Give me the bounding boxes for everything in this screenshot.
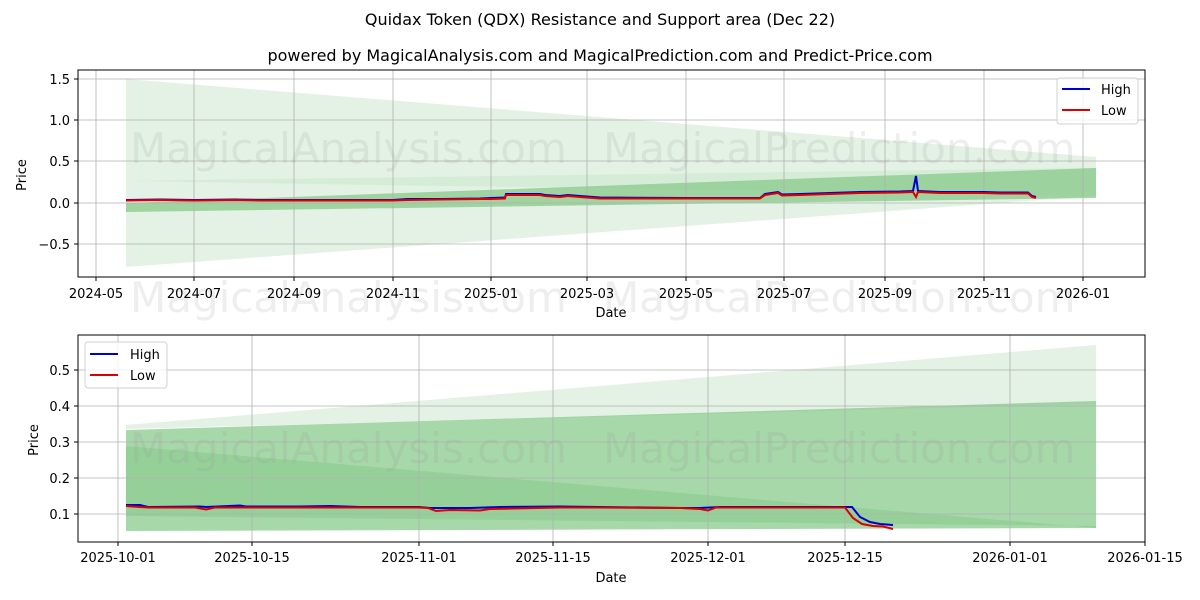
top-xtick-label: 2024-09	[267, 287, 321, 302]
legend-low-label: Low	[130, 369, 156, 384]
watermark-analysis: MagicalAnalysis.com	[130, 124, 567, 173]
top-chart: MagicalAnalysis.com MagicalPrediction.co…	[15, 69, 1146, 322]
top-x-ticks: 2024-05 2024-07 2024-09 2024-11 2025-01 …	[69, 277, 1110, 302]
top-xtick-label: 2025-11	[957, 287, 1011, 302]
top-ytick-label: 1.0	[49, 114, 70, 129]
top-legend: High Low	[1056, 77, 1139, 125]
bottom-xtick-label: 2026-01-15	[1107, 551, 1183, 566]
chart-title: Quidax Token (QDX) Resistance and Suppor…	[364, 10, 836, 29]
bottom-xtick-label: 2025-12-01	[670, 551, 746, 566]
legend-high-label: High	[1101, 83, 1131, 98]
top-xtick-label: 2025-09	[858, 287, 912, 302]
top-xtick-label: 2024-05	[69, 287, 123, 302]
top-ytick-label: −0.5	[38, 238, 70, 253]
bottom-low-line	[125, 505, 894, 530]
bottom-high-line	[126, 504, 894, 526]
bottom-band-resistance	[126, 345, 1096, 429]
bottom-legend: High Low	[84, 341, 168, 389]
bottom-x-axis-label: Date	[595, 571, 626, 586]
bottom-band-main	[126, 401, 1096, 531]
top-xtick-label: 2025-07	[757, 287, 811, 302]
top-low-line	[125, 190, 1037, 202]
watermark-analysis-2: MagicalAnalysis.com	[130, 273, 567, 322]
bottom-ytick-label: 0.2	[49, 472, 70, 487]
top-band-resistance	[126, 79, 1096, 196]
top-xtick-label: 2025-05	[659, 287, 713, 302]
watermark-analysis-bottom: MagicalAnalysis.com	[130, 424, 567, 473]
top-grid	[78, 70, 1145, 277]
watermark-prediction: MagicalPrediction.com	[603, 124, 1076, 173]
top-xtick-label: 2024-11	[366, 287, 420, 302]
bottom-ytick-label: 0.4	[49, 400, 70, 415]
top-xtick-label: 2025-01	[464, 287, 518, 302]
bottom-ytick-label: 0.3	[49, 436, 70, 451]
top-xtick-label: 2025-03	[560, 287, 614, 302]
bottom-xtick-label: 2025-10-01	[80, 551, 156, 566]
bottom-xtick-label: 2025-11-15	[515, 551, 591, 566]
legend-high-label: High	[130, 348, 160, 363]
bottom-xtick-label: 2025-10-15	[214, 551, 290, 566]
top-y-axis-label: Price	[15, 159, 30, 191]
top-ytick-label: 0.5	[49, 155, 70, 170]
bottom-ytick-label: 0.1	[49, 508, 70, 523]
top-ytick-label: 1.5	[49, 73, 70, 88]
bottom-chart: MagicalAnalysis.com MagicalPrediction.co…	[27, 334, 1183, 586]
bottom-xtick-label: 2025-11-01	[381, 551, 457, 566]
top-axes-frame	[77, 69, 1146, 278]
top-xtick-label: 2026-01	[1056, 287, 1110, 302]
bottom-xtick-label: 2025-12-15	[807, 551, 883, 566]
watermark-prediction-2: MagicalPrediction.com	[603, 273, 1076, 322]
chart-subtitle: powered by MagicalAnalysis.com and Magic…	[267, 46, 933, 65]
legend-low-label: Low	[1101, 104, 1127, 119]
bottom-xtick-label: 2026-01-01	[972, 551, 1048, 566]
bottom-x-ticks: 2025-10-01 2025-10-15 2025-11-01 2025-11…	[80, 542, 1183, 566]
top-y-ticks: 1.5 1.0 0.5 0.0 −0.5	[38, 73, 78, 253]
bottom-ytick-label: 0.5	[49, 364, 70, 379]
top-xtick-label: 2024-07	[167, 287, 221, 302]
bottom-y-axis-label: Price	[27, 424, 42, 456]
watermark-prediction-bottom: MagicalPrediction.com	[603, 424, 1076, 473]
top-x-axis-label: Date	[595, 306, 626, 321]
bottom-y-ticks: 0.5 0.4 0.3 0.2 0.1	[49, 364, 78, 523]
top-ytick-label: 0.0	[49, 197, 70, 212]
bottom-axes-frame	[77, 334, 1146, 543]
